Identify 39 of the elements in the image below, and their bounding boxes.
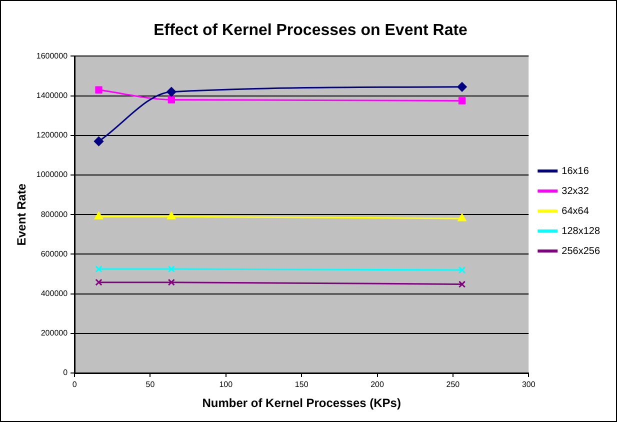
x-tick-label: 0 xyxy=(72,380,78,390)
y-tick-label: 0 xyxy=(63,368,68,378)
point xyxy=(458,280,466,288)
legend-label: 32x32 xyxy=(562,186,590,197)
point xyxy=(167,212,176,220)
x-tick-label: 200 xyxy=(370,380,384,390)
x-tick-label: 50 xyxy=(146,380,156,390)
legend-label: 64x64 xyxy=(562,206,590,217)
chart-title: Effect of Kernel Processes on Event Rate xyxy=(154,22,468,40)
x-tick-label: 100 xyxy=(219,380,234,390)
y-tick-label: 1600000 xyxy=(36,51,68,60)
point xyxy=(95,278,102,286)
x-tick-label: 300 xyxy=(522,380,536,390)
legend-label: 16x16 xyxy=(562,166,590,177)
x-tick-label: 150 xyxy=(294,380,309,390)
y-axis-title: Event Rate xyxy=(14,183,29,246)
point xyxy=(168,265,175,273)
legend-label: 256x256 xyxy=(562,246,600,257)
x-axis-title: Number of Kernel Processes (KPs) xyxy=(202,396,401,410)
y-tick-label: 600000 xyxy=(40,249,68,258)
y-tick-label: 1200000 xyxy=(36,130,68,140)
point xyxy=(95,265,102,273)
point xyxy=(458,97,466,104)
point xyxy=(457,82,467,92)
y-tick-label: 400000 xyxy=(40,289,68,298)
y-tick-label: 200000 xyxy=(40,328,68,338)
point xyxy=(94,212,103,220)
point xyxy=(458,266,466,274)
point xyxy=(168,96,175,104)
point xyxy=(166,87,176,97)
point xyxy=(458,214,466,222)
y-tick-label: 800000 xyxy=(40,210,68,219)
point xyxy=(94,136,104,146)
legend-label: 128x128 xyxy=(562,226,600,237)
y-tick-label: 1000000 xyxy=(36,170,68,180)
point xyxy=(95,86,102,94)
y-tick-label: 1400000 xyxy=(36,91,68,100)
point xyxy=(168,278,175,286)
x-tick-label: 250 xyxy=(446,380,460,390)
